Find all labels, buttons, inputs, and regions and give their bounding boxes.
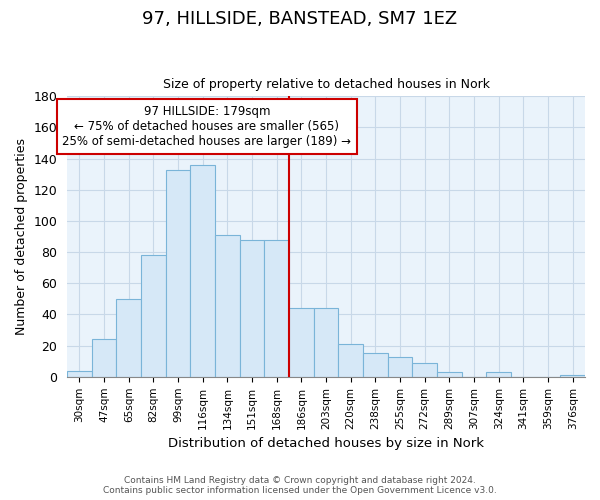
Bar — [289, 308, 314, 377]
Bar — [166, 170, 190, 377]
Bar — [190, 165, 215, 377]
Bar — [338, 344, 363, 377]
Bar — [141, 256, 166, 377]
Text: 97 HILLSIDE: 179sqm
← 75% of detached houses are smaller (565)
25% of semi-detac: 97 HILLSIDE: 179sqm ← 75% of detached ho… — [62, 104, 352, 148]
Bar — [487, 372, 511, 377]
Y-axis label: Number of detached properties: Number of detached properties — [15, 138, 28, 335]
Bar — [388, 356, 412, 377]
Bar — [412, 363, 437, 377]
Bar — [92, 340, 116, 377]
Bar — [363, 354, 388, 377]
Text: Contains HM Land Registry data © Crown copyright and database right 2024.
Contai: Contains HM Land Registry data © Crown c… — [103, 476, 497, 495]
X-axis label: Distribution of detached houses by size in Nork: Distribution of detached houses by size … — [168, 437, 484, 450]
Bar — [560, 376, 585, 377]
Bar — [67, 370, 92, 377]
Bar — [215, 235, 240, 377]
Bar — [437, 372, 462, 377]
Bar — [240, 240, 265, 377]
Title: Size of property relative to detached houses in Nork: Size of property relative to detached ho… — [163, 78, 490, 91]
Bar — [314, 308, 338, 377]
Bar — [265, 240, 289, 377]
Text: 97, HILLSIDE, BANSTEAD, SM7 1EZ: 97, HILLSIDE, BANSTEAD, SM7 1EZ — [142, 10, 458, 28]
Bar — [116, 299, 141, 377]
